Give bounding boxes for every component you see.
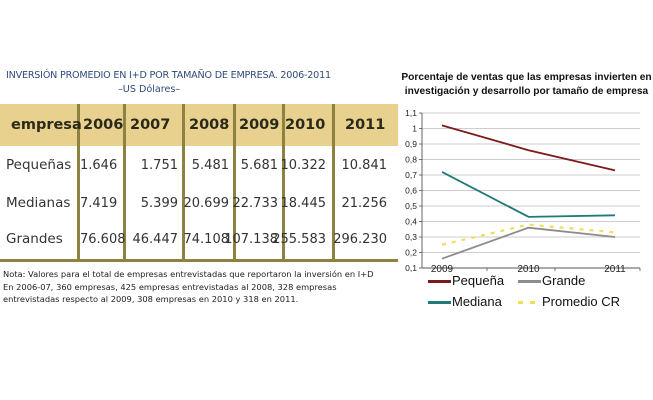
legend-label: Grande	[542, 273, 586, 288]
series-line-mediana	[441, 171, 616, 218]
legend-item-promedio-cr: Promedio CR	[518, 294, 620, 309]
note-line: En 2006-07, 360 empresas, 425 empresas e…	[3, 281, 337, 292]
legend-swatch	[518, 280, 541, 284]
x-tick-label: 2009	[431, 264, 454, 275]
y-tick-label: 0,8	[405, 155, 417, 165]
row-label: Pequeñas	[6, 157, 72, 173]
table-cell: 1.646	[80, 158, 118, 173]
y-tick-label: 0,6	[405, 186, 417, 196]
header-2011: 2011	[345, 117, 386, 133]
table-cell: 5.681	[240, 158, 278, 173]
note-line: entrevistadas respecto al 2009, 308 empr…	[3, 294, 299, 304]
column-divider	[77, 104, 80, 261]
table-cell: 18.445	[280, 196, 327, 211]
table-header-band	[0, 104, 398, 146]
x-tick-label: 2011	[604, 264, 626, 275]
column-divider	[332, 104, 335, 261]
table-cell: 22.733	[232, 196, 279, 211]
table-cell: 296.230	[333, 232, 387, 247]
row-label: Medianas	[6, 195, 71, 211]
legend-swatch	[518, 301, 541, 305]
legend-swatch	[428, 301, 451, 305]
legend-item-mediana: Mediana	[428, 294, 502, 309]
chart-title-line: investigación y desarrollo por tamaño de…	[404, 86, 649, 97]
table-bottom-rule	[0, 259, 398, 262]
chart-title: Porcentaje de ventas que las empresas in…	[400, 71, 653, 99]
series-line-grande	[441, 226, 616, 260]
y-tick-label: 1,1	[405, 108, 417, 118]
table-note: Nota: Valores para el total de empresas …	[3, 268, 403, 306]
legend-item-grande: Grande	[518, 273, 585, 288]
table-cell: 7.419	[80, 196, 118, 211]
column-divider	[123, 104, 126, 261]
table-cell: 46.447	[132, 232, 179, 247]
header-2010: 2010	[285, 117, 326, 133]
y-tick-label: 0,4	[405, 217, 417, 227]
column-divider	[182, 104, 185, 261]
table-cell: 10.322	[280, 158, 327, 173]
x-tick-label: 2010	[517, 264, 540, 275]
table-cell: 10.841	[341, 158, 388, 173]
line-chart: 0,1 0,2 0,3 0,4 0,5 0,6 0,7 0,8 0,9 1 1,1 2009 2010 2…	[405, 108, 641, 275]
y-tick-label: 0,1	[405, 263, 417, 273]
y-tick-label: 0,2	[405, 248, 417, 258]
table-cell: 74.108	[183, 232, 230, 247]
legend-label: Pequeña	[452, 273, 505, 288]
series-line-peque-a	[441, 124, 616, 172]
column-divider	[282, 104, 285, 261]
header-2006: 2006	[83, 117, 124, 133]
y-tick-label: 0,5	[405, 201, 417, 211]
row-label: Grandes	[6, 231, 63, 247]
y-tick-label: 1	[412, 124, 417, 134]
header-2007: 2007	[130, 117, 171, 133]
table-cell: 20.699	[183, 196, 230, 211]
chart-title-line: Porcentaje de ventas que las empresas in…	[401, 72, 652, 83]
header-2008: 2008	[189, 117, 230, 133]
legend-label: Promedio CR	[542, 294, 621, 309]
legend-label: Mediana	[452, 294, 502, 309]
table-cell: 5.481	[191, 158, 229, 173]
table-title: INVERSIÓN PROMEDIO EN I+D POR TAMAÑO DE …	[6, 70, 331, 81]
table-cell: 1.751	[140, 158, 178, 173]
y-tick-label: 0,9	[405, 139, 417, 149]
table-cell: 5.399	[140, 196, 178, 211]
y-tick-label: 0,7	[405, 170, 417, 180]
legend-item-pequena: Pequeña	[428, 273, 504, 288]
column-divider	[233, 104, 236, 261]
table-subtitle: –US Dólares–	[118, 84, 181, 95]
legend-swatch	[428, 280, 451, 284]
table-cell: 21.256	[341, 196, 388, 211]
y-tick-label: 0,3	[405, 232, 417, 242]
header-empresa: empresa	[11, 117, 82, 133]
header-2009: 2009	[239, 117, 280, 133]
table-cell: 76.608	[80, 232, 126, 247]
table-cell: 107.138	[224, 232, 278, 247]
table-cell: 255.583	[272, 232, 326, 247]
note-line: Nota: Valores para el total de empresas …	[3, 269, 374, 279]
